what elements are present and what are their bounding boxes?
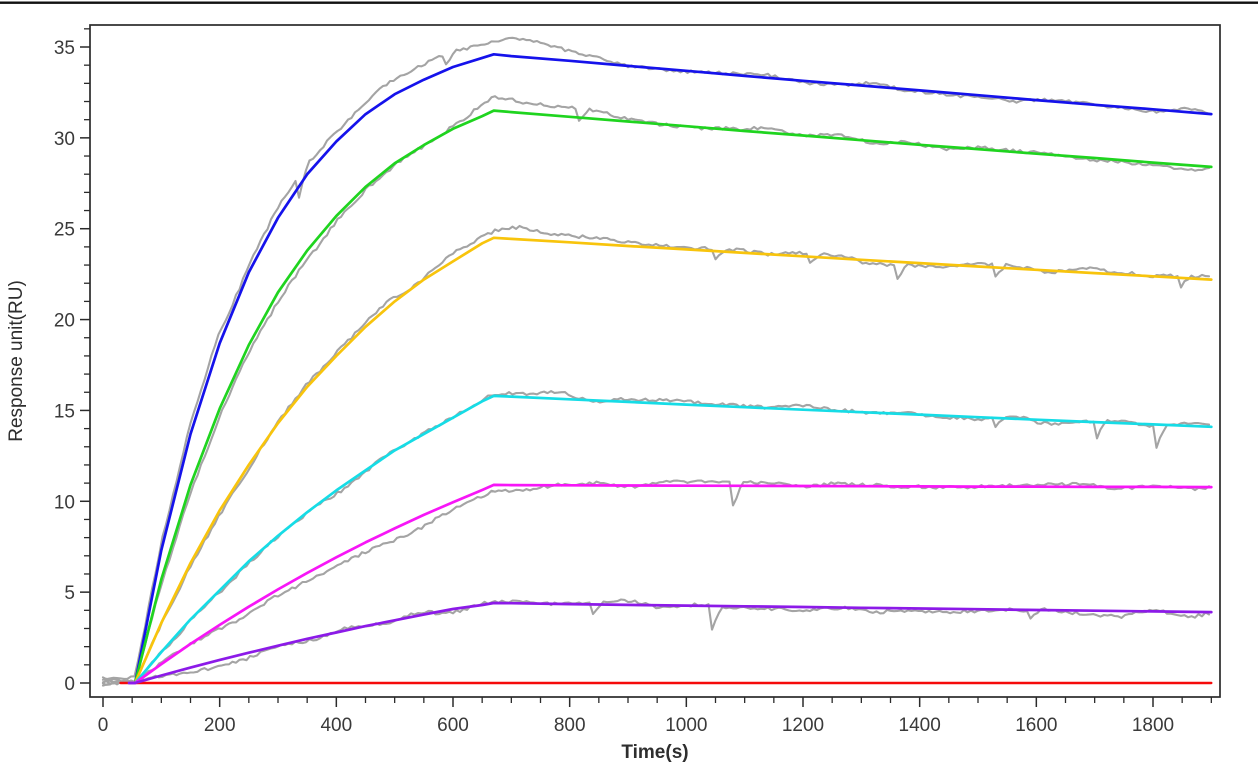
fit-curve-green: [127, 109, 1213, 685]
x-tick-label: 1400: [899, 715, 941, 736]
x-tick-label: 600: [437, 715, 469, 736]
y-tick-label: 25: [54, 220, 75, 241]
x-tick-label: 1000: [665, 715, 707, 736]
fit-curve-cyan: [127, 394, 1213, 685]
x-tick-label: 1800: [1132, 715, 1174, 736]
x-tick-label: 200: [204, 715, 236, 736]
y-tick-label: 0: [64, 674, 75, 695]
y-tick-label: 35: [54, 38, 75, 59]
y-tick-label: 10: [54, 492, 75, 513]
fit-curves-layer: [119, 52, 1213, 685]
x-axis-title: Time(s): [621, 742, 688, 763]
x-tick-label: 1600: [1015, 715, 1057, 736]
x-tick-label: 1200: [782, 715, 824, 736]
y-axis-title: Response unit(RU): [6, 280, 27, 442]
fit-curve-magenta: [127, 483, 1213, 685]
x-tick-label: 0: [98, 715, 109, 736]
y-tick-label: 5: [64, 583, 75, 604]
raw-trace-magenta: [101, 479, 1211, 687]
plot-border: [89, 24, 1221, 698]
y-tick-label: 30: [54, 129, 75, 150]
x-tick-label: 800: [554, 715, 586, 736]
fit-curve-blue: [127, 52, 1213, 685]
y-tick-label: 15: [54, 401, 75, 422]
fit-curve-gold: [127, 236, 1213, 685]
axes-layer: 0 200 400 600 800 1000 1200 1400 1600 1800 0 5 10 15 2…: [54, 24, 1221, 736]
fit-curve-violet: [127, 601, 1213, 685]
top-border-rule: [0, 1, 1258, 4]
y-tick-label: 20: [54, 311, 75, 332]
axis-labels-layer: Time(s) Response unit(RU): [6, 280, 689, 763]
x-tick-label: 400: [320, 715, 352, 736]
